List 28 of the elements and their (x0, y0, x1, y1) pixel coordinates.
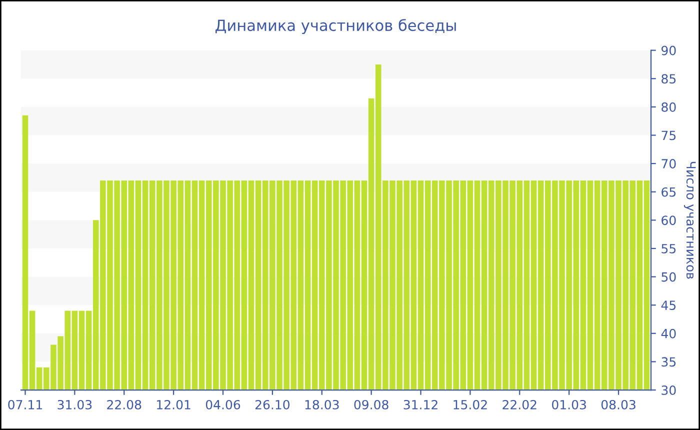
y-tick-label: 75 (662, 130, 676, 140)
y-tick-label: 55 (662, 244, 676, 254)
y-tick-label: 35 (662, 357, 676, 367)
x-tick-label: 18.03 (305, 400, 339, 410)
x-tick-label: 12.01 (157, 400, 190, 410)
x-tick-label: 08.03 (601, 400, 636, 410)
x-tick-label: 09.08 (354, 400, 388, 410)
x-tick-label: 15.02 (454, 400, 487, 410)
y-tick-label: 90 (662, 46, 676, 56)
x-tick-label: 22.02 (502, 400, 536, 410)
x-tick-label: 01.03 (552, 400, 586, 410)
y-tick-label: 85 (662, 74, 676, 84)
y-tick-label: 60 (662, 216, 676, 226)
y-axis-title: Число участников (684, 162, 696, 279)
x-tick-label: 22.08 (107, 400, 142, 410)
y-tick-label: 30 (662, 385, 676, 395)
x-tick-label: 31.03 (58, 400, 92, 410)
x-tick-label: 31.12 (404, 400, 438, 410)
y-tick-label: 40 (661, 328, 676, 338)
y-tick-label: 65 (662, 187, 676, 197)
x-tick-label: 04.06 (206, 400, 240, 410)
y-tick-label: 70 (662, 159, 676, 168)
y-tick-label: 45 (661, 300, 676, 310)
y-tick-label: 50 (662, 272, 676, 282)
y-tick-label: 80 (662, 102, 676, 112)
chart-title: Динамика участников беседы (216, 18, 456, 34)
x-tick-label: 26.10 (255, 400, 290, 410)
x-tick-label: 07.11 (8, 400, 42, 410)
